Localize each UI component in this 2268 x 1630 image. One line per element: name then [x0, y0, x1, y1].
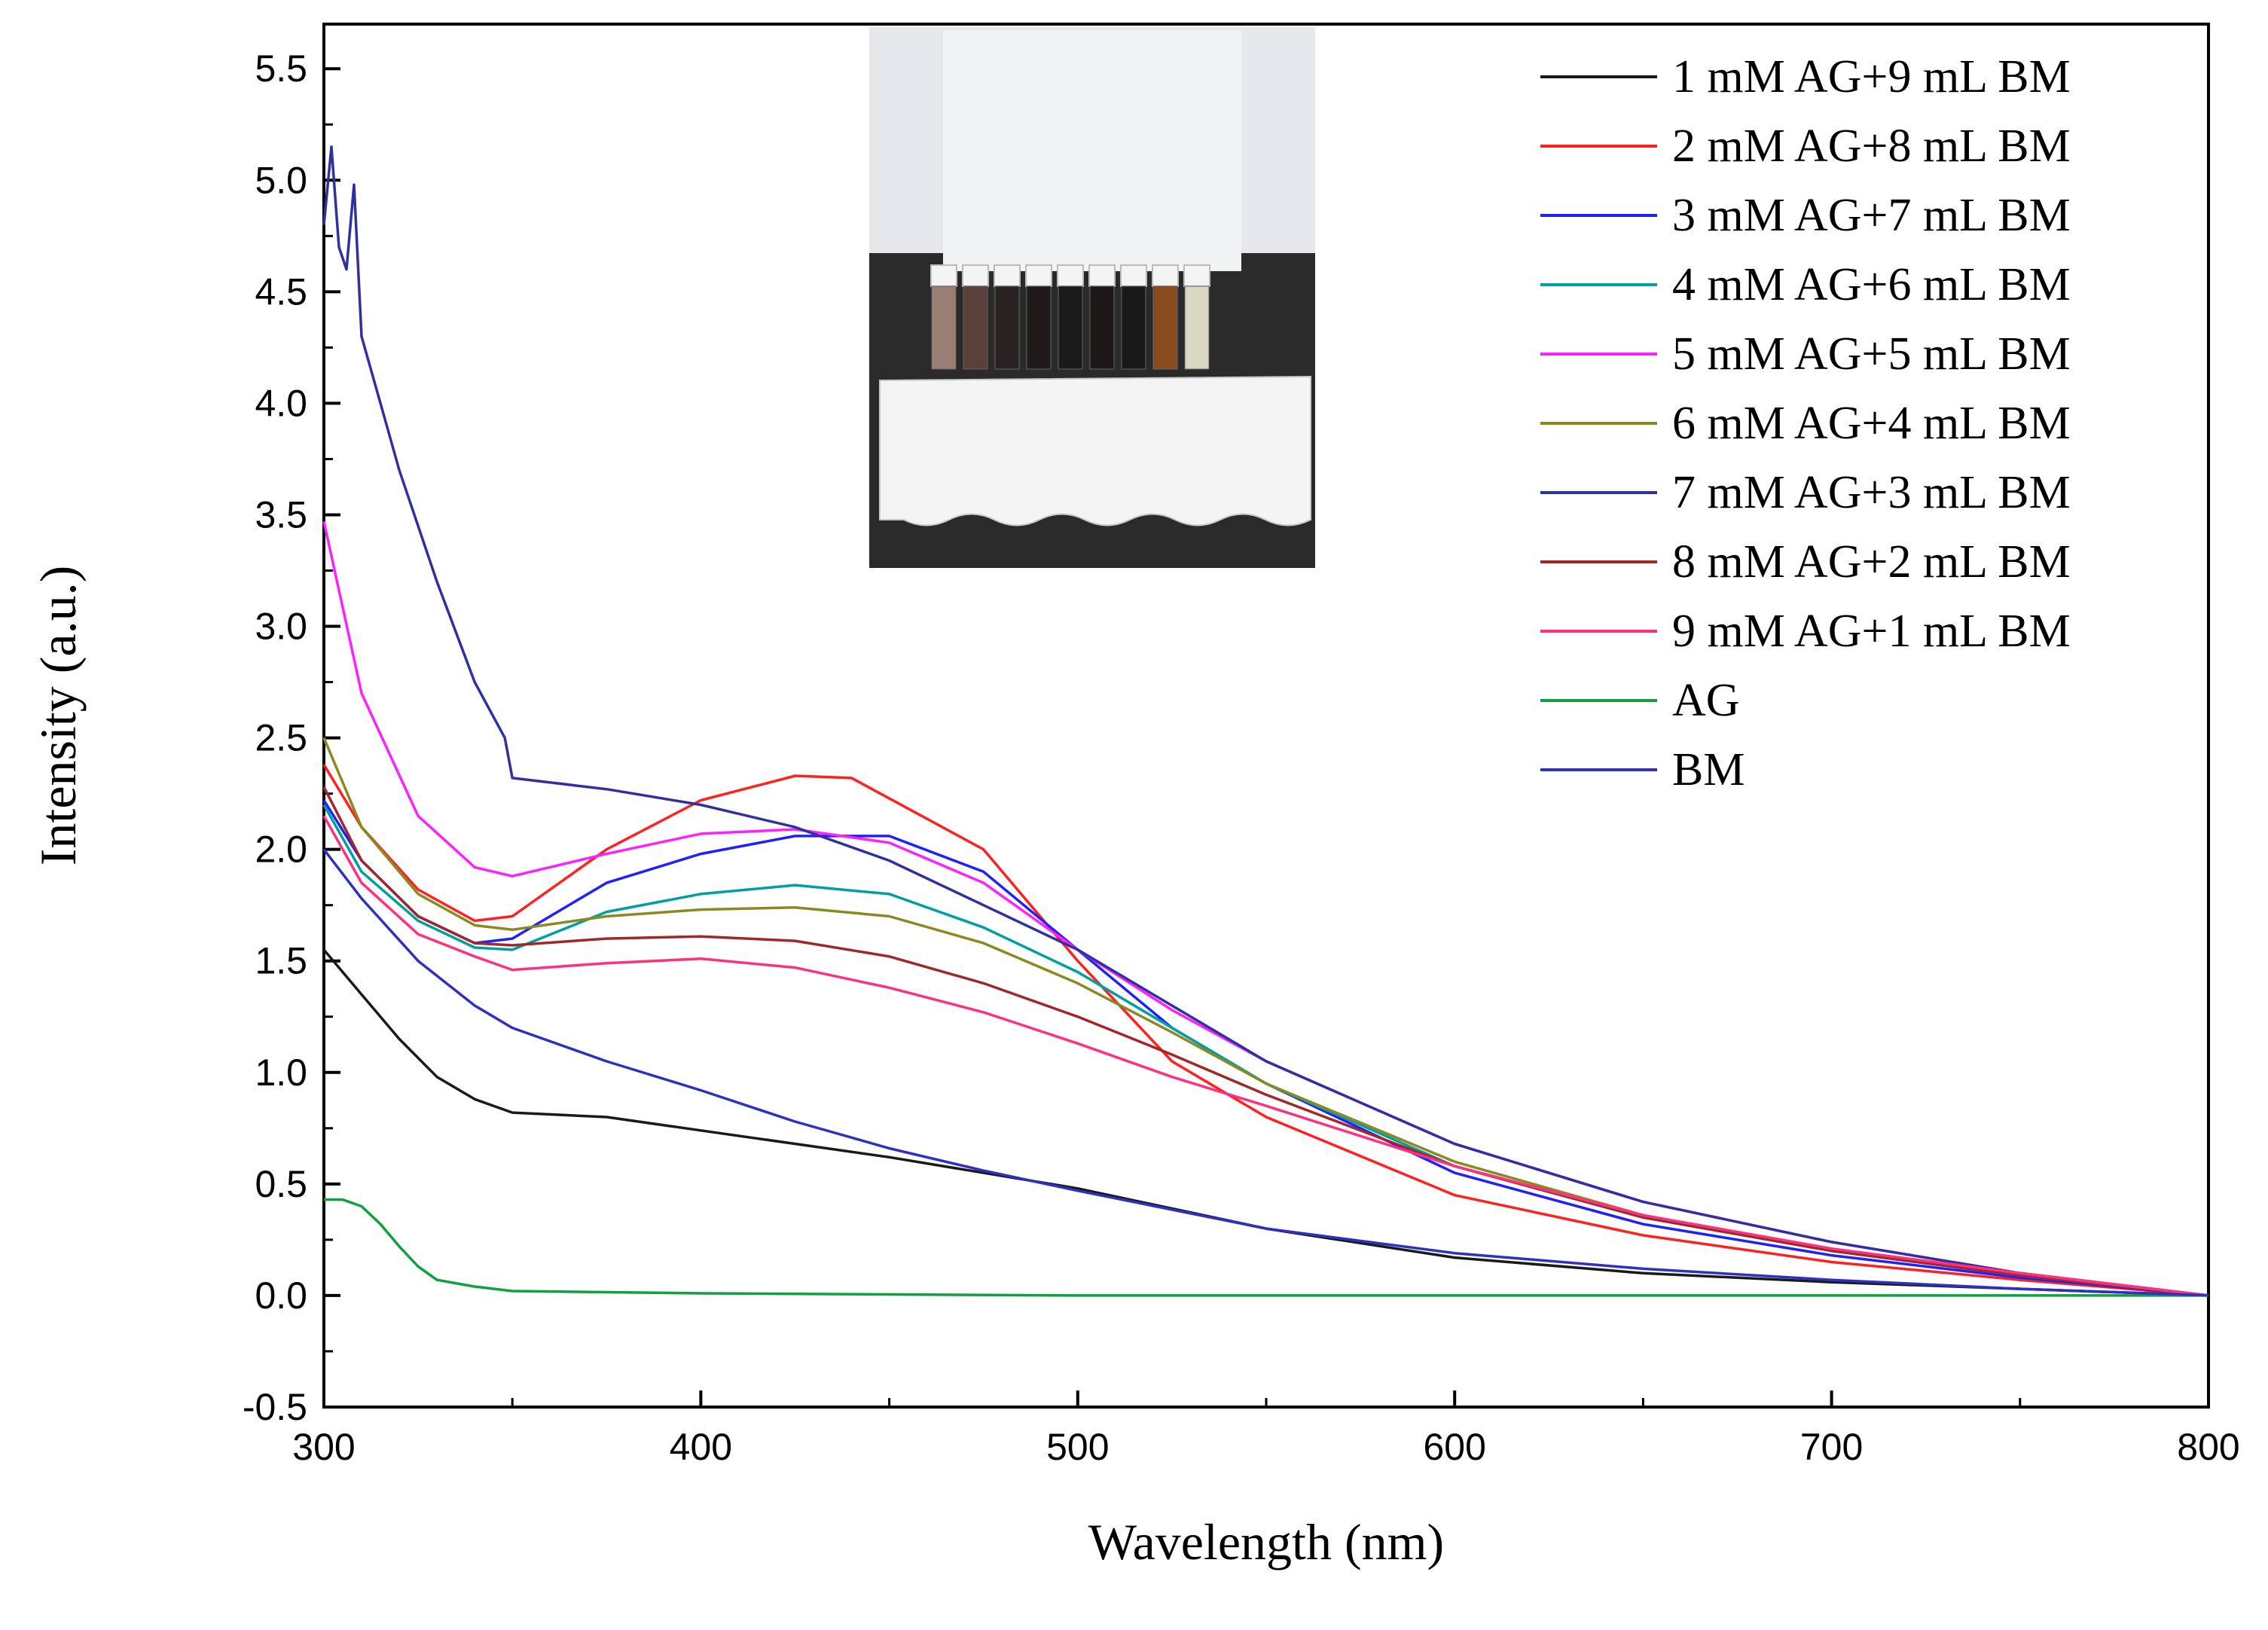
x-tick-label: 700: [1800, 1426, 1863, 1468]
vial-cap: [1057, 264, 1084, 287]
vial: [1058, 285, 1083, 370]
x-axis-title: Wavelength (nm): [1088, 1513, 1444, 1570]
vial-cap: [1152, 264, 1179, 287]
vial: [1184, 285, 1210, 370]
y-tick-label: 3.5: [255, 493, 307, 536]
y-tick-label: 2.5: [255, 717, 307, 759]
y-tick-label: 1.0: [255, 1052, 307, 1094]
series-line-4: [322, 804, 2209, 1297]
y-tick-label: 2.0: [255, 829, 307, 871]
y-tick-label: 3.0: [255, 606, 307, 648]
y-tick-label: 4.0: [255, 382, 307, 424]
legend: 1 mM AG+9 mL BM 2 mM AG+8 mL BM 3 mM AG+7 …: [1540, 51, 2071, 795]
axes: 300 400 500 600 700 800 -0.5 0.0 0.5 1.0 1.5 2.0 2.5…: [243, 47, 2240, 1468]
series-layer: [322, 145, 2209, 1297]
legend-label: 3 mM AG+7 mL BM: [1672, 190, 2071, 241]
vial-cap: [994, 264, 1021, 287]
vial-cap: [1025, 264, 1052, 287]
legend-label: 6 mM AG+4 mL BM: [1672, 398, 2071, 449]
legend-label: 8 mM AG+2 mL BM: [1672, 536, 2071, 588]
vial-cap: [1183, 264, 1210, 287]
series-line-6: [322, 737, 2209, 1297]
x-tick-label: 400: [670, 1426, 732, 1468]
vial: [1121, 285, 1146, 370]
y-tick-label: 4.5: [255, 270, 307, 313]
y-tick-label: 1.5: [255, 940, 307, 982]
series-line-3: [322, 799, 2209, 1297]
vial-cap: [930, 264, 957, 287]
series-line-1: [322, 948, 2209, 1297]
inset-foam-rack: [879, 375, 1311, 527]
legend-label: 1 mM AG+9 mL BM: [1672, 51, 2071, 102]
vial: [1152, 285, 1178, 370]
x-tick-label: 500: [1046, 1426, 1109, 1468]
series-line-10: [324, 1198, 2208, 1297]
legend-label: 2 mM AG+8 mL BM: [1672, 121, 2071, 172]
legend-label: 9 mM AG+1 mL BM: [1672, 606, 2071, 657]
x-tick-label: 600: [1423, 1426, 1485, 1468]
y-tick-label: 5.0: [255, 159, 307, 201]
y-tick-label: 5.5: [255, 47, 307, 90]
y-tick-label: 0.0: [255, 1274, 307, 1317]
inset-photo: [869, 27, 1315, 568]
x-tick-label: 800: [2177, 1426, 2239, 1468]
series-line-9: [322, 815, 2209, 1297]
y-axis-title: Intensity (a.u.): [29, 566, 87, 865]
series-line-11: [322, 848, 2209, 1297]
legend-label: 5 mM AG+5 mL BM: [1672, 328, 2071, 380]
inset-foam-board: [943, 30, 1241, 271]
inset-vials: [930, 264, 1210, 370]
y-tick-label: -0.5: [243, 1386, 307, 1428]
vial: [931, 285, 957, 370]
legend-label: BM: [1672, 744, 1744, 795]
legend-label: 4 mM AG+6 mL BM: [1672, 259, 2071, 310]
vial: [1089, 285, 1115, 370]
legend-label: AG: [1672, 675, 1740, 726]
vial: [963, 285, 988, 370]
legend-label: 7 mM AG+3 mL BM: [1672, 467, 2071, 518]
series-line-2: [322, 764, 2209, 1297]
series-line-8: [322, 786, 2209, 1297]
series-line-7: [322, 145, 2209, 1297]
vial: [994, 285, 1020, 370]
vial-cap: [1088, 264, 1116, 287]
y-tick-label: 0.5: [255, 1163, 307, 1205]
vial: [1026, 285, 1052, 370]
x-tick-label: 300: [292, 1426, 355, 1468]
vial-cap: [1120, 264, 1147, 287]
vial-cap: [962, 264, 989, 287]
